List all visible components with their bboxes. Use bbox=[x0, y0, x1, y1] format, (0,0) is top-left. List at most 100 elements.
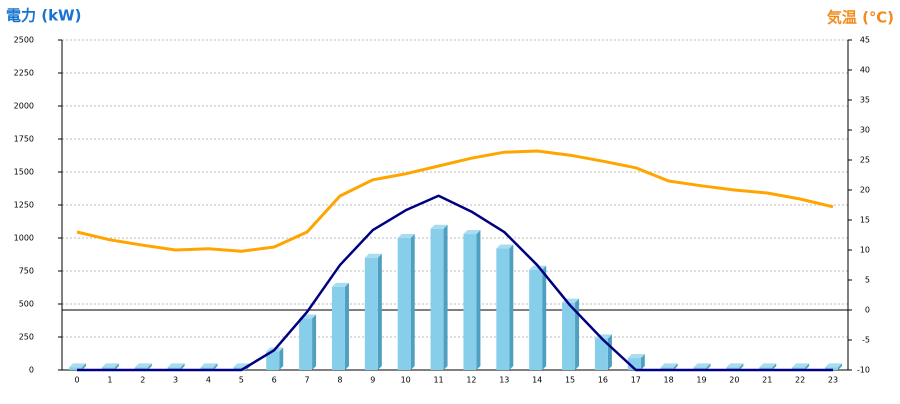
bar-side bbox=[180, 363, 185, 370]
bar-top bbox=[69, 363, 86, 368]
bar-side bbox=[312, 314, 317, 370]
bar bbox=[299, 318, 313, 370]
y-tick-label: 250 bbox=[19, 333, 34, 342]
bar bbox=[759, 367, 773, 370]
bar-top bbox=[792, 363, 810, 368]
bar-side bbox=[673, 363, 678, 370]
bar-side bbox=[575, 298, 580, 370]
bar bbox=[200, 367, 214, 370]
x-tick-label: 7 bbox=[305, 376, 310, 385]
y2-tick-label: 5 bbox=[865, 276, 870, 285]
bar-top bbox=[134, 363, 152, 368]
bar-side bbox=[213, 363, 218, 370]
bar bbox=[430, 228, 444, 370]
x-tick-label: 16 bbox=[598, 376, 608, 385]
bar-top bbox=[101, 363, 119, 368]
y2-tick-label: 10 bbox=[860, 246, 870, 255]
bar bbox=[726, 367, 740, 370]
bar-side bbox=[739, 363, 744, 370]
x-tick-label: 3 bbox=[173, 376, 178, 385]
bar-side bbox=[772, 363, 777, 370]
y-tick-label: 2500 bbox=[14, 36, 34, 45]
bar-top bbox=[496, 244, 514, 249]
x-tick-label: 9 bbox=[370, 376, 375, 385]
x-tick-label: 17 bbox=[631, 376, 641, 385]
y-tick-label: 1000 bbox=[14, 234, 34, 243]
bar-side bbox=[82, 363, 86, 370]
bar bbox=[397, 238, 411, 370]
x-tick-label: 5 bbox=[239, 376, 244, 385]
x-tick-label: 12 bbox=[466, 376, 476, 385]
line bbox=[76, 149, 834, 253]
x-tick-label: 15 bbox=[565, 376, 575, 385]
bar bbox=[266, 351, 280, 370]
y-tick-label: 2250 bbox=[14, 69, 34, 78]
bar-top bbox=[693, 363, 711, 368]
bar-side bbox=[443, 224, 448, 370]
bar-side bbox=[476, 230, 481, 370]
bar-top bbox=[397, 234, 415, 238]
bar-top bbox=[463, 230, 481, 235]
x-tick-label: 1 bbox=[107, 376, 112, 385]
bar bbox=[101, 367, 115, 370]
bar-side bbox=[805, 363, 810, 370]
y-tick-label: 0 bbox=[29, 366, 34, 375]
bar-top bbox=[200, 363, 218, 368]
x-tick-label: 8 bbox=[337, 376, 342, 385]
x-tick-label: 20 bbox=[729, 376, 739, 385]
x-tick-label: 14 bbox=[532, 376, 542, 385]
y2-tick-label: -10 bbox=[857, 366, 870, 375]
y2-tick-label: 40 bbox=[860, 66, 870, 75]
x-tick-label: 0 bbox=[74, 376, 79, 385]
bar-side bbox=[344, 282, 349, 370]
bar-side bbox=[607, 334, 612, 370]
x-tick-label: 2 bbox=[140, 376, 145, 385]
bar-side bbox=[542, 265, 547, 370]
bar-side bbox=[706, 363, 711, 370]
y2-tick-label: -5 bbox=[862, 336, 870, 345]
bar-top bbox=[529, 265, 547, 270]
bar-top bbox=[726, 363, 744, 368]
bar bbox=[660, 367, 674, 370]
bar-top bbox=[331, 282, 349, 287]
bar-side bbox=[838, 363, 842, 370]
bar bbox=[167, 367, 181, 370]
y2-tick-label: 35 bbox=[860, 96, 870, 105]
bar-top bbox=[825, 363, 842, 368]
bar bbox=[463, 234, 477, 370]
bar bbox=[496, 248, 510, 370]
y2-tick-label: 25 bbox=[860, 156, 870, 165]
bar bbox=[233, 367, 247, 370]
x-tick-label: 23 bbox=[828, 376, 838, 385]
y2-tick-label: 45 bbox=[860, 36, 870, 45]
x-tick-label: 6 bbox=[272, 376, 277, 385]
bar bbox=[627, 358, 641, 370]
bar-side bbox=[114, 363, 119, 370]
bar-side bbox=[640, 354, 645, 370]
y2-tick-label: 20 bbox=[860, 186, 870, 195]
bar bbox=[792, 367, 806, 370]
bar bbox=[693, 367, 707, 370]
y-tick-label: 1750 bbox=[14, 135, 34, 144]
bar-side bbox=[147, 363, 152, 370]
bar-side bbox=[509, 244, 514, 370]
bar-top bbox=[364, 253, 382, 258]
y-tick-label: 1500 bbox=[14, 168, 34, 177]
x-tick-label: 11 bbox=[433, 376, 443, 385]
y2-tick-label: 0 bbox=[865, 306, 870, 315]
bar bbox=[69, 367, 82, 370]
x-tick-label: 13 bbox=[499, 376, 509, 385]
y2-tick-label: 30 bbox=[860, 126, 870, 135]
x-tick-label: 19 bbox=[696, 376, 706, 385]
bar bbox=[594, 338, 608, 370]
bar-top bbox=[430, 224, 448, 229]
bar bbox=[331, 286, 345, 370]
y2-axis-title: 気温 (℃) bbox=[827, 9, 894, 27]
y-tick-label: 1250 bbox=[14, 201, 34, 210]
y2-tick-label: 15 bbox=[860, 216, 870, 225]
bar-side bbox=[377, 253, 382, 370]
bar bbox=[825, 367, 838, 370]
x-tick-label: 4 bbox=[206, 376, 211, 385]
